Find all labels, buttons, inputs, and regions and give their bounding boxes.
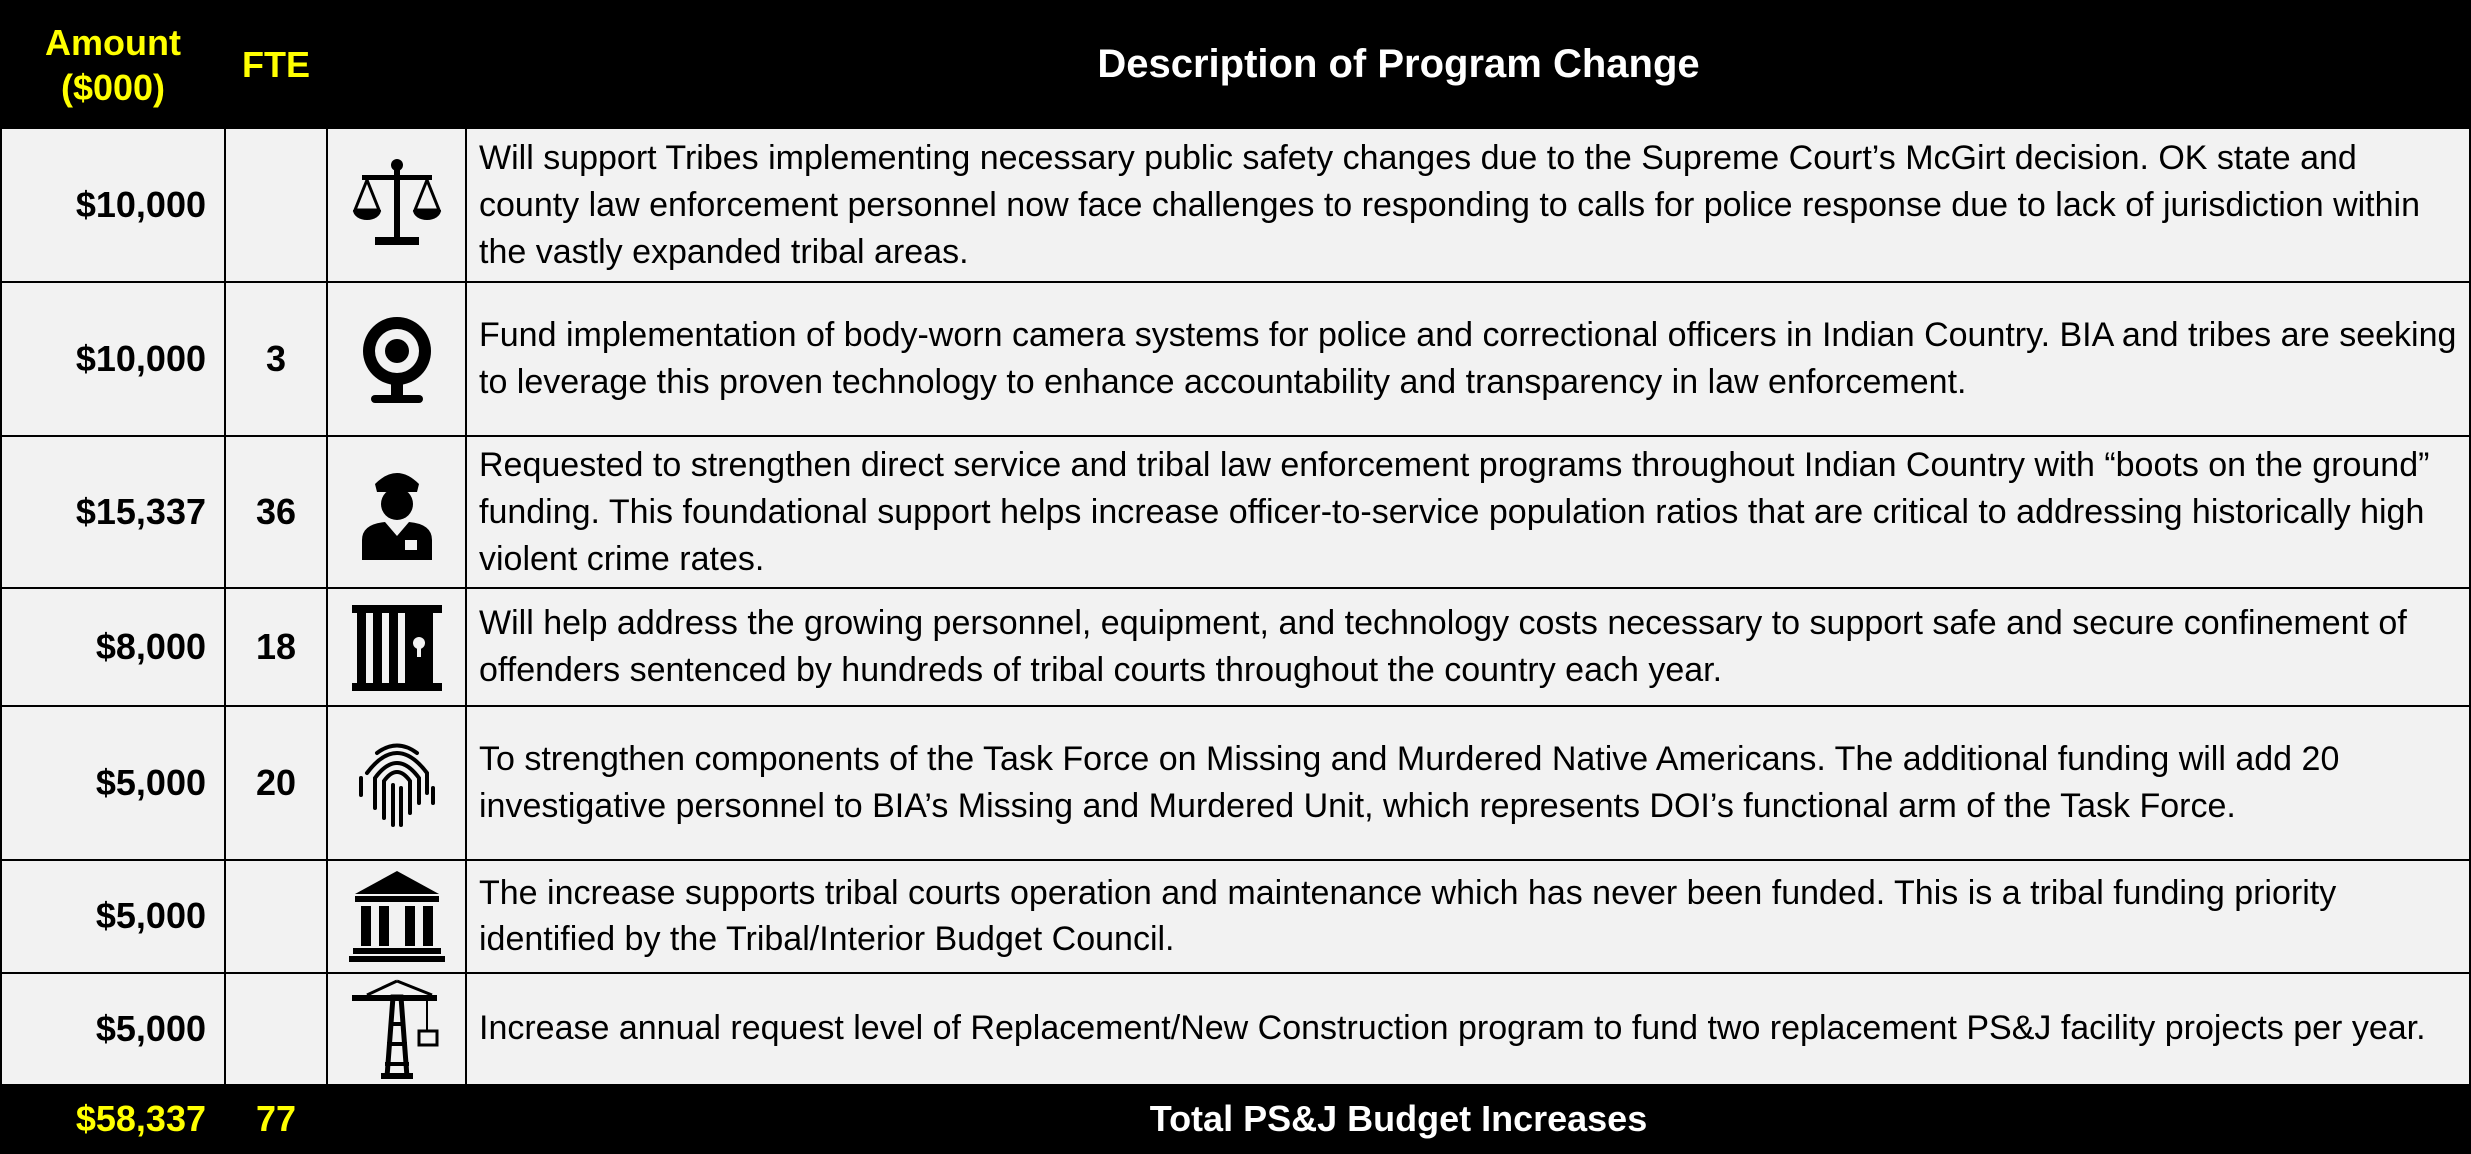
description-cell: Will support Tribes implementing necessa… [465,126,2471,284]
total-label: Total PS&J Budget Increases [326,1084,2471,1154]
program-row: $5,000 20 To strengthen components of the … [0,704,2471,862]
amount-header: Amount ($000) [0,0,226,129]
description-cell: Increase annual request level of Replace… [465,971,2471,1087]
total-fte: 77 [224,1084,328,1154]
fte-cell: 36 [224,434,328,590]
program-row: $10,000 Will support Tribes implementing … [0,126,2471,284]
description-cell: Fund implementation of body-worn camera … [465,281,2471,437]
amount-cell: $15,337 [0,434,226,590]
fte-header: FTE [224,0,328,129]
icon-cell [326,126,467,284]
program-icon [361,473,432,561]
fte-cell: 18 [224,587,328,707]
fte-cell [224,971,328,1087]
description-cell: The increase supports tribal courts oper… [465,859,2471,974]
description-cell: To strengthen components of the Task For… [465,704,2471,862]
program-icon [351,605,442,692]
amount-cell: $5,000 [0,704,226,862]
description-cell: Will help address the growing personnel,… [465,587,2471,707]
table-body: $10,000 Will support Tribes implementing … [0,126,2471,1087]
fte-cell [224,126,328,284]
description-header: Description of Program Change [326,0,2471,129]
amount-cell: $5,000 [0,859,226,974]
icon-cell [326,859,467,974]
total-amount: $58,337 [0,1084,226,1154]
icon-cell [326,434,467,590]
program-icon [362,317,431,404]
amount-cell: $10,000 [0,126,226,284]
icon-cell [326,587,467,707]
program-icon [352,159,441,246]
fte-cell: 20 [224,704,328,862]
amount-cell: $10,000 [0,281,226,437]
description-cell: Requested to strengthen direct service a… [465,434,2471,590]
amount-cell: $5,000 [0,971,226,1087]
fte-cell: 3 [224,281,328,437]
icon-cell [326,971,467,1087]
program-icon [358,743,435,827]
program-row: $5,000 The increase supports tribal court… [0,859,2471,974]
total-row: $58,337 77 Total PS&J Budget Increases [0,1084,2471,1154]
program-row: $5,000 Increase annual request level of R… [0,971,2471,1087]
fte-cell [224,859,328,974]
program-row: $10,000 3 Fund implementation of body-worn… [0,281,2471,437]
header-row: Amount ($000) FTE Description of Program… [0,0,2471,129]
program-icon [348,871,445,963]
amount-cell: $8,000 [0,587,226,707]
program-row: $8,000 18 Will help address the growing pe… [0,587,2471,707]
program-icon [351,979,438,1079]
icon-cell [326,704,467,862]
program-row: $15,337 36 Requested to strengthen direct … [0,434,2471,590]
icon-cell [326,281,467,437]
